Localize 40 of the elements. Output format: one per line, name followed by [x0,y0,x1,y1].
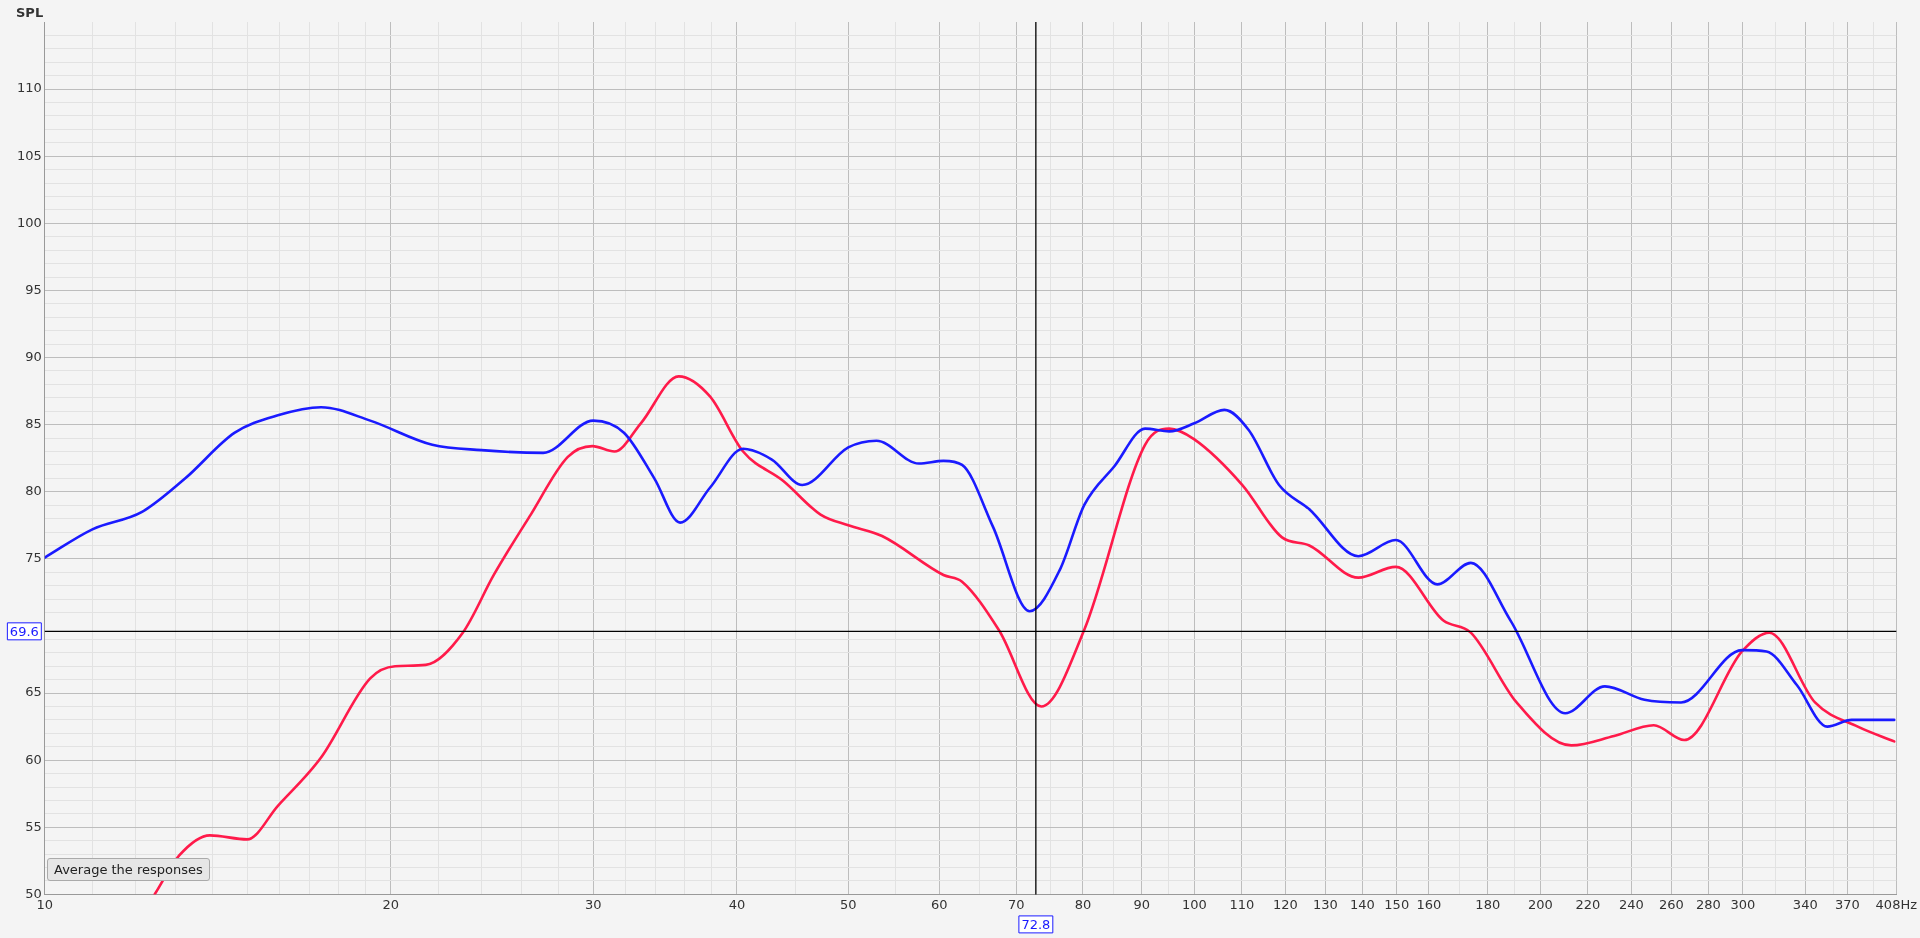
x-tick-label: 60 [931,896,948,912]
x-tick-label: 260 [1658,896,1684,912]
y-tick-label: 110 [16,80,42,96]
y-tick-label: 100 [16,214,42,230]
x-tick-label: 120 [1272,896,1298,912]
x-tick-label: 370 [1835,896,1860,912]
x-tick-label: 280 [1695,896,1721,912]
y-tick-label: 75 [25,550,42,566]
x-tick-label: 180 [1475,896,1501,912]
x-tick-label: 220 [1575,896,1601,912]
x-tick-label: 300 [1730,896,1756,912]
x-tick-label: 160 [1416,896,1442,912]
x-tick-label: 100 [1181,896,1207,912]
x-tick-label: 340 [1792,896,1818,912]
x-tick-label: 90 [1133,896,1150,912]
y-tick-label: 85 [25,416,42,432]
x-tick-label: 50 [840,896,857,912]
y-tick-label: 80 [25,483,42,499]
ref-line-label: 69.6 [9,623,39,639]
y-tick-label: 60 [25,751,42,767]
x-tick-label: 30 [585,896,602,912]
x-tick-label: 240 [1618,896,1644,912]
y-axis-title: SPL [16,4,44,20]
x-tick-label: 110 [1229,896,1255,912]
ref-line-label: 72.8 [1021,916,1051,932]
x-tick-label: 150 [1384,896,1410,912]
average-responses-button[interactable]: Average the responses [47,858,210,881]
x-tick-label: 408Hz [1875,896,1918,912]
x-tick-label: 140 [1349,896,1375,912]
x-tick-label: 70 [1007,896,1025,912]
y-tick-label: 95 [25,281,42,297]
y-tick-label: 90 [25,348,42,364]
x-tick-label: 20 [382,896,400,912]
y-tick-label: 55 [25,818,42,834]
y-tick-label: 65 [25,684,42,700]
x-tick-label: 40 [728,896,746,912]
x-tick-label: 130 [1312,896,1338,912]
x-tick-label: 80 [1074,896,1092,912]
x-tick-label: 200 [1527,896,1553,912]
y-tick-label: 105 [16,147,42,163]
